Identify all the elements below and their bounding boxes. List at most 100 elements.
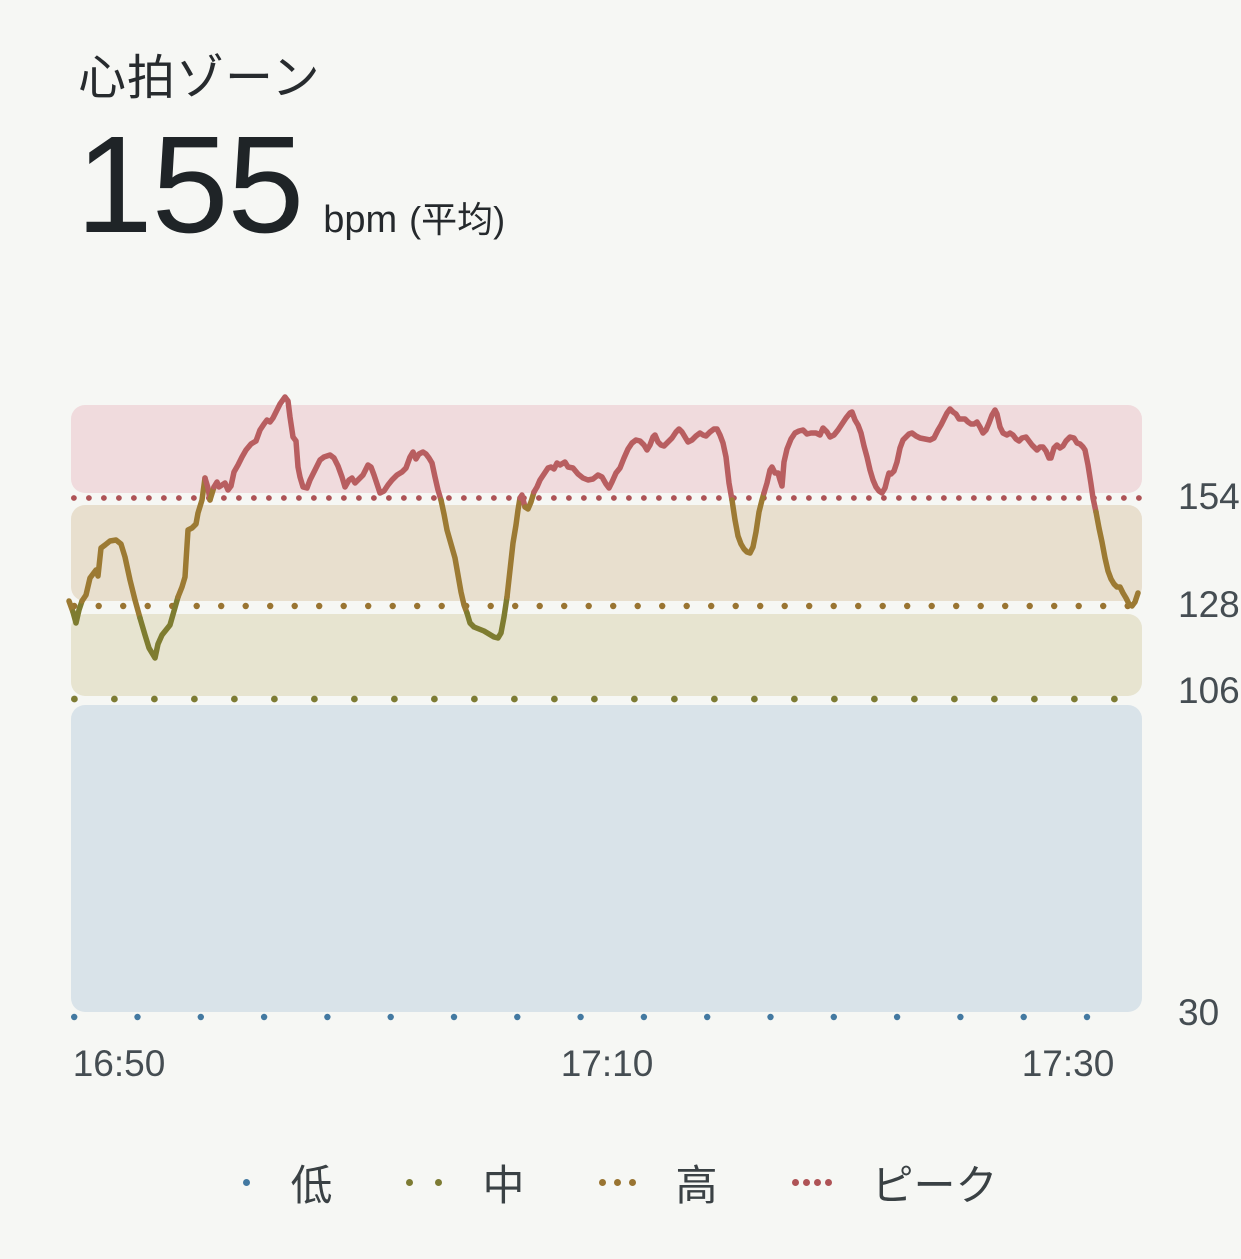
heart-rate-line-high	[79, 537, 143, 621]
legend-item-peak: ピーク	[791, 1152, 998, 1213]
threshold-dot-peak	[746, 495, 752, 501]
x-tick-1710: 17:10	[560, 1043, 654, 1084]
threshold-dot-moderate	[911, 695, 918, 703]
threshold-dot-peak	[146, 495, 152, 501]
threshold-dot-high	[732, 602, 739, 610]
threshold-dot-peak	[836, 495, 842, 501]
threshold-dot-moderate	[1071, 695, 1078, 703]
threshold-dot-peak	[236, 495, 242, 501]
threshold-dot-peak	[326, 495, 332, 501]
threshold-dot-peak	[1121, 495, 1127, 501]
threshold-dot-moderate	[431, 695, 438, 703]
threshold-dot-low	[197, 1013, 204, 1021]
threshold-dot-moderate	[511, 695, 518, 703]
threshold-dot-peak	[1001, 495, 1007, 501]
legend-item-low: 低	[243, 1152, 332, 1213]
threshold-dot-peak	[131, 495, 137, 501]
threshold-dot-peak	[191, 495, 197, 501]
threshold-dot-high	[1026, 602, 1033, 610]
threshold-dot-low	[893, 1013, 901, 1021]
threshold-dot-peak	[671, 495, 677, 501]
threshold-dot-peak	[911, 495, 917, 501]
threshold-dot-peak	[1136, 495, 1142, 501]
threshold-dot-peak	[1106, 495, 1112, 501]
heart-rate-line-moderate	[137, 594, 181, 661]
heart-rate-line-moderate	[70, 598, 85, 626]
threshold-dot-peak	[896, 495, 902, 501]
threshold-dot-peak	[656, 495, 662, 501]
threshold-dot-peak	[956, 495, 962, 501]
threshold-dot-moderate	[671, 695, 678, 703]
heart-rate-line-peak	[211, 394, 444, 503]
threshold-dot-moderate	[791, 695, 798, 703]
legend-label-high: 高	[675, 1162, 718, 1209]
threshold-dot-moderate	[151, 695, 158, 703]
threshold-dot-high	[904, 602, 911, 610]
threshold-dot-low	[577, 1013, 584, 1021]
threshold-dot-high	[1075, 602, 1082, 610]
threshold-dot-low	[260, 1013, 268, 1021]
threshold-dot-peak	[851, 495, 857, 501]
threshold-dot-peak	[686, 495, 692, 501]
threshold-dot-moderate	[831, 695, 838, 703]
threshold-dot-peak	[701, 495, 707, 501]
threshold-dot-low	[830, 1013, 837, 1021]
threshold-dot-high	[340, 602, 347, 610]
threshold-dot-peak	[401, 495, 407, 501]
threshold-dot-low	[704, 1013, 711, 1021]
threshold-dot-peak	[716, 495, 722, 501]
heart-rate-line-peak	[531, 426, 735, 503]
threshold-dot-moderate	[951, 695, 958, 703]
threshold-dot-high	[659, 602, 666, 610]
legend-dots-high-icon	[598, 1179, 636, 1186]
y-tick-106: 106	[1178, 670, 1240, 711]
heart-rate-line-peak	[517, 492, 528, 510]
threshold-dot-high	[879, 602, 886, 610]
threshold-dot-moderate	[391, 695, 398, 703]
threshold-dot-peak	[536, 495, 542, 501]
threshold-dot-high	[757, 602, 764, 610]
threshold-dot-high	[561, 602, 568, 610]
threshold-dot-peak	[416, 495, 422, 501]
threshold-dot-low	[134, 1013, 141, 1021]
threshold-dot-peak	[926, 495, 932, 501]
threshold-dot-high	[291, 602, 298, 610]
heart-rate-line-high	[438, 497, 470, 616]
threshold-dot-moderate	[551, 695, 558, 703]
heart-rate-line-moderate	[464, 594, 510, 641]
threshold-dot-peak	[176, 495, 182, 501]
legend-label-low: 低	[290, 1162, 333, 1209]
threshold-dot-peak	[446, 495, 452, 501]
threshold-dot-peak	[461, 495, 467, 501]
threshold-dot-high	[218, 602, 225, 610]
legend-label-moderate: 中	[482, 1162, 525, 1209]
threshold-dot-peak	[1016, 495, 1022, 501]
threshold-dot-peak	[356, 495, 362, 501]
threshold-dot-peak	[881, 495, 887, 501]
threshold-dot-moderate	[271, 695, 278, 703]
threshold-dot-peak	[1076, 495, 1082, 501]
threshold-dot-peak	[116, 495, 122, 501]
threshold-dot-high	[683, 602, 690, 610]
threshold-dot-high	[242, 602, 249, 610]
threshold-dot-peak	[596, 495, 602, 501]
threshold-dot-low	[1020, 1013, 1027, 1021]
threshold-dot-peak	[371, 495, 377, 501]
threshold-dot-peak	[566, 495, 572, 501]
threshold-dot-peak	[971, 495, 977, 501]
threshold-dot-low	[1083, 1013, 1091, 1021]
threshold-dot-high	[1002, 602, 1009, 610]
threshold-dot-high	[365, 602, 372, 610]
threshold-dot-moderate	[231, 695, 238, 703]
threshold-dot-peak	[491, 495, 497, 501]
threshold-dot-moderate	[871, 695, 878, 703]
threshold-dot-peak	[866, 495, 872, 501]
threshold-dot-low	[387, 1013, 394, 1021]
threshold-dot-high	[536, 602, 543, 610]
threshold-dot-moderate	[1111, 695, 1118, 703]
heart-rate-line-high	[175, 475, 208, 600]
y-tick-154: 154	[1178, 476, 1240, 517]
zone-legend: 低 中 高 ピーク	[0, 1152, 1241, 1213]
